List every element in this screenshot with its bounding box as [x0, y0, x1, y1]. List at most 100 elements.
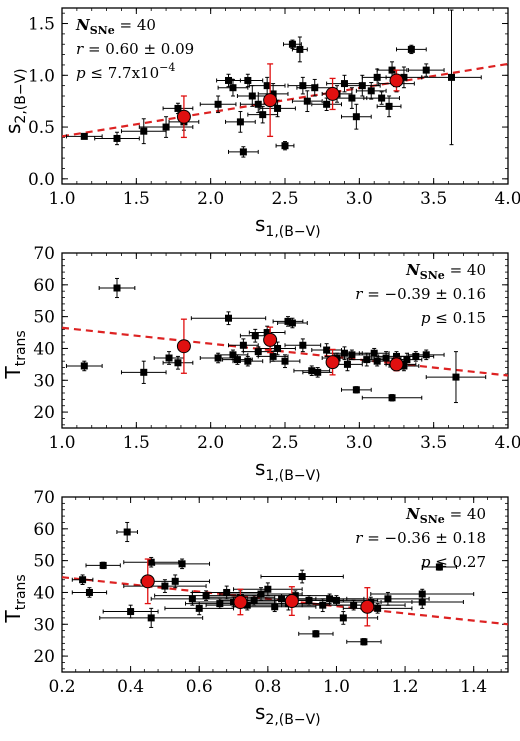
- x-tick-label: 0.2: [48, 677, 75, 697]
- point-marker: [165, 354, 173, 362]
- annotation-p-symbol: p: [421, 309, 431, 327]
- plot-area: [62, 9, 508, 158]
- data-point: [123, 579, 207, 593]
- x-tick-label: 2.0: [197, 433, 224, 453]
- data-point: [162, 355, 194, 370]
- point-marker: [171, 577, 179, 585]
- binned-point: [389, 357, 404, 372]
- point-marker: [216, 600, 224, 608]
- data-point: [225, 111, 256, 133]
- annotation-n-value: = 40: [115, 16, 156, 34]
- x-tick-label: 1.0: [323, 677, 350, 697]
- x-axis-label-main: s: [255, 456, 265, 480]
- y-tick-label: 60: [33, 276, 55, 296]
- point-marker: [403, 356, 411, 364]
- point-marker: [248, 92, 256, 100]
- point-marker: [452, 373, 460, 381]
- annotation-n-sub: SNe: [420, 269, 445, 282]
- data-point: [302, 367, 334, 378]
- binned-marker: [263, 332, 278, 347]
- point-marker: [113, 134, 121, 142]
- point-marker: [223, 588, 231, 596]
- annotation-p-symbol: p: [421, 553, 431, 571]
- point-marker: [113, 284, 121, 292]
- data-point: [228, 338, 259, 353]
- data-point: [298, 630, 334, 638]
- data-point: [116, 521, 138, 543]
- point-marker: [326, 595, 334, 603]
- annotation-r-value: = −0.39 ± 0.16: [362, 285, 486, 303]
- point-marker: [80, 132, 88, 140]
- x-tick-label: 2.5: [271, 189, 298, 209]
- data-point: [342, 603, 413, 614]
- annotation-r-value: = −0.36 ± 0.18: [362, 529, 486, 547]
- annotation-r-value: = 0.60 ± 0.09: [83, 40, 194, 58]
- data-point: [284, 338, 322, 353]
- y-axis-label-main: T: [1, 610, 25, 624]
- binned-point: [360, 587, 375, 627]
- point-marker: [244, 76, 252, 84]
- point-marker: [269, 352, 277, 360]
- y-tick-label: 30: [33, 615, 55, 635]
- point-marker: [308, 367, 316, 375]
- data-point: [232, 355, 264, 367]
- binned-point: [140, 558, 155, 605]
- point-marker: [229, 351, 237, 359]
- data-point: [236, 85, 268, 107]
- data-point: [191, 585, 262, 600]
- point-marker: [140, 127, 148, 135]
- data-point: [71, 574, 94, 585]
- point-marker: [393, 352, 400, 360]
- x-axis-label: s2,(B−V): [255, 700, 321, 728]
- point-marker: [298, 573, 306, 581]
- annotation-r: r = −0.39 ± 0.16: [355, 285, 486, 303]
- y-tick-label: 0.0: [28, 170, 55, 190]
- point-marker: [274, 104, 282, 112]
- point-marker: [400, 73, 408, 81]
- annotation-n-sub: SNe: [420, 513, 445, 526]
- binned-point: [389, 69, 404, 92]
- binned-marker: [360, 599, 375, 614]
- point-marker: [239, 148, 247, 156]
- plot-area: [62, 277, 508, 404]
- x-axis-label-main: s: [255, 700, 265, 724]
- point-marker: [418, 590, 426, 598]
- y-axis-label-main: s: [1, 124, 25, 134]
- point-marker: [312, 630, 320, 638]
- point-marker: [384, 595, 392, 603]
- x-tick-label: 2.5: [271, 433, 298, 453]
- binned-marker: [325, 86, 340, 101]
- annotation-p-value: ≤ 7.7x10: [86, 64, 160, 82]
- annotation-p-symbol: p: [76, 64, 86, 82]
- annotation-r-symbol: r: [355, 529, 363, 547]
- point-marker: [400, 362, 408, 370]
- annotation-n: NSNe = 40: [405, 505, 486, 526]
- data-point: [247, 105, 279, 124]
- data-point: [190, 311, 267, 326]
- point-marker: [343, 360, 351, 368]
- y-tick-label: 20: [33, 647, 55, 667]
- y-axis-label-sub: 2,(B−V): [13, 68, 29, 123]
- annotation-r: r = −0.36 ± 0.18: [355, 529, 486, 547]
- y-axis-label: Ttrans: [1, 330, 29, 379]
- data-point: [407, 63, 445, 77]
- data-point: [248, 76, 286, 95]
- fit-line: [62, 576, 508, 626]
- data-point: [260, 569, 344, 584]
- binned-marker: [389, 73, 404, 88]
- x-tick-label: 0.6: [186, 677, 213, 697]
- x-axis-label: s1,(B−V): [255, 212, 321, 240]
- point-marker: [388, 66, 396, 74]
- data-point: [233, 582, 303, 597]
- point-marker: [378, 94, 386, 102]
- point-marker: [348, 351, 356, 359]
- point-marker: [259, 111, 267, 119]
- data-point: [94, 131, 140, 146]
- point-marker: [422, 66, 430, 74]
- binned-marker: [140, 574, 155, 589]
- data-point: [154, 558, 211, 570]
- point-marker: [311, 84, 319, 92]
- point-marker: [254, 100, 262, 108]
- binned-point: [176, 318, 191, 374]
